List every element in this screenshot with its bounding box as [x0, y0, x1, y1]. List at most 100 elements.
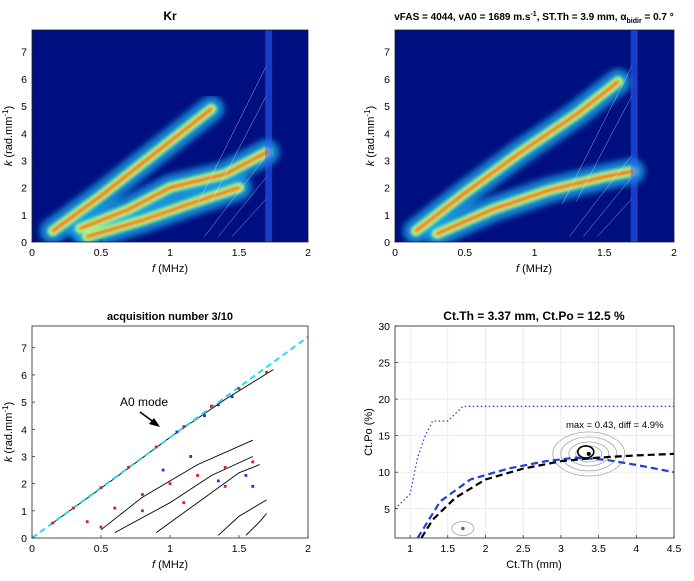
- x-tick-label: 4: [633, 543, 639, 555]
- y-tick-label: 5: [21, 101, 27, 113]
- y-tick-label: 30: [378, 321, 390, 333]
- data-point: [223, 484, 227, 488]
- y-tick-label: 5: [384, 504, 390, 516]
- model-curve: [231, 198, 267, 237]
- heat-peak: [414, 80, 620, 233]
- panel-fit: 0 0.5 1 1.5 2 0 1 2 3 4 5 6 7 vFAS = 4044, vA0 = 168…: [363, 11, 677, 275]
- heat-peak: [79, 151, 268, 230]
- plot-background: [32, 326, 308, 538]
- model-curve: [155, 464, 260, 533]
- y-tick-label: 2: [384, 183, 390, 195]
- x-tick-label: 0: [29, 543, 35, 555]
- y-tick-label: 0: [21, 237, 27, 249]
- y-tick-label: 6: [21, 74, 27, 86]
- y-axis-label: k (rad.mm-1): [363, 106, 377, 166]
- x-tick-label: 2: [483, 543, 489, 555]
- y-tick-label: 7: [21, 343, 27, 355]
- data-point: [216, 479, 220, 483]
- y-tick-label: 15: [378, 431, 390, 443]
- x-tick-label: 1: [167, 247, 173, 259]
- y-tick-label: 7: [384, 47, 390, 59]
- x-tick-label: 3: [558, 543, 564, 555]
- heat-peak: [435, 170, 634, 236]
- max-annotation: max = 0.43, diff = 4.9%: [566, 420, 664, 431]
- y-tick-label: 4: [384, 128, 390, 140]
- data-point: [168, 482, 172, 486]
- y-axis-label: k (rad.mm-1): [1, 106, 15, 166]
- panel-ctth-ctpo: 1 1.5 2 2.5 3 3.5 4 4.5 5 10 15 20 25 30 Ct.Th = 3.37…: [363, 309, 681, 571]
- panel-title: Kr: [163, 9, 177, 23]
- axes: 0 0.5 1 1.5 2 0 1 2 3 4 5 6 7: [21, 343, 311, 555]
- data-point: [244, 474, 248, 477]
- panel-acquisition: 0 0.5 1 1.5 2 0 1 2 3 4 5 6 7 acquisition number 3/1…: [1, 311, 311, 571]
- y-tick-label: 2: [21, 479, 27, 491]
- model-curve: [114, 456, 253, 533]
- axes: 1 1.5 2 2.5 3 3.5 4 4.5 5 10 15 20 25 30: [378, 321, 681, 555]
- y-tick-label: 1: [384, 210, 390, 222]
- panel-title: Ct.Th = 3.37 mm, Ct.Po = 12.5 %: [443, 309, 625, 323]
- model-curve: [583, 176, 633, 237]
- x-tick-label: 2.5: [516, 543, 531, 555]
- y-tick-label: 3: [384, 155, 390, 167]
- data-point: [99, 486, 103, 490]
- heat-core: [47, 103, 273, 242]
- axes: 0 0.5 1 1.5 2 0 1 2 3 4 5 6 7: [21, 47, 311, 259]
- data-point: [265, 370, 268, 374]
- reference-line: [32, 336, 308, 538]
- heat-peak: [51, 107, 213, 233]
- x-tick-label: 0: [29, 247, 35, 259]
- contour: [560, 436, 618, 472]
- data-point: [223, 465, 227, 469]
- x-tick-label: 1: [167, 543, 173, 555]
- model-curve: [245, 513, 267, 536]
- y-tick-label: 3: [21, 451, 27, 463]
- y-tick-label: 25: [378, 358, 390, 370]
- model-curve: [597, 198, 633, 237]
- y-axis-label: k (rad.mm-1): [1, 402, 15, 462]
- model-curve: [569, 154, 633, 237]
- heatmap-blobs: [39, 30, 280, 242]
- maximum-point: [586, 451, 591, 456]
- series-line: [416, 456, 674, 538]
- x-axis-label: f (MHz): [152, 263, 188, 275]
- x-tick-label: 1.5: [232, 543, 247, 555]
- model-curve: [562, 65, 633, 205]
- x-tick-label: 0.5: [94, 247, 109, 259]
- x-tick-label: 0.5: [457, 247, 472, 259]
- model-curve: [218, 176, 267, 237]
- y-tick-label: 20: [378, 394, 390, 406]
- model-curve: [100, 439, 253, 531]
- y-tick-label: 10: [378, 467, 390, 479]
- x-axis-label: Ct.Th (mm): [506, 559, 562, 571]
- y-tick-label: 6: [384, 74, 390, 86]
- x-tick-label: 1.5: [440, 543, 455, 555]
- y-tick-label: 1: [21, 506, 27, 518]
- model-curve: [217, 499, 267, 536]
- plot-frame: [394, 325, 675, 539]
- y-tick-label: 1: [21, 210, 27, 222]
- x-tick-label: 0.5: [94, 543, 109, 555]
- model-curve: [576, 95, 633, 202]
- x-tick-label: 4.5: [667, 543, 682, 555]
- x-tick-label: 2: [671, 247, 677, 259]
- data-point: [99, 525, 103, 529]
- x-tick-label: 3.5: [591, 543, 606, 555]
- y-tick-label: 3: [21, 155, 27, 167]
- series-line: [395, 405, 674, 510]
- a0-mode-arrow: [139, 411, 160, 427]
- y-tick-label: 4: [21, 424, 27, 436]
- axes: 0 0.5 1 1.5 2 0 1 2 3 4 5 6 7: [384, 47, 677, 259]
- panel-kr: 0 0.5 1 1.5 2 0 1 2 3 4 5 6 7 Kr f (MHz) k (rad.mm-1…: [1, 9, 311, 275]
- data-point: [175, 430, 179, 434]
- heat-core: [410, 76, 638, 240]
- data-point: [203, 414, 206, 418]
- y-tick-label: 5: [384, 101, 390, 113]
- data-point: [127, 465, 130, 469]
- plot-background: [395, 326, 674, 538]
- data-point: [154, 445, 158, 449]
- data-point: [51, 521, 55, 525]
- data-point: [237, 387, 241, 390]
- contour: [568, 441, 610, 467]
- y-tick-label: 6: [21, 370, 27, 382]
